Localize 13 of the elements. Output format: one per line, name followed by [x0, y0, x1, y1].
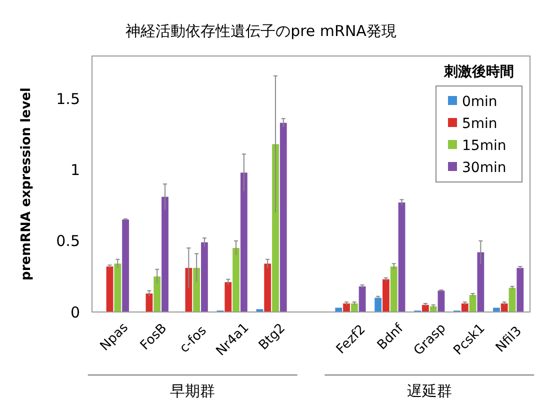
legend-label: 30min [462, 160, 506, 176]
y-tick-label: 0 [70, 303, 80, 322]
legend-label: 15min [462, 138, 506, 154]
y-axis-title: premRNA expression level [19, 88, 34, 280]
legend-label: 0min [462, 94, 498, 110]
legend-title: 刺激後時間 [443, 64, 514, 80]
chart-title: 神経活動依存性遺伝子のpre mRNA発現 [126, 22, 396, 40]
text: 早期群 [170, 382, 216, 400]
legend-label: 5min [462, 116, 498, 132]
y-tick-label: 0.5 [56, 232, 80, 250]
text: 遅延群 [406, 382, 452, 400]
y-tick-label: 1 [70, 161, 80, 180]
y-tick-label: 1.5 [56, 90, 80, 108]
